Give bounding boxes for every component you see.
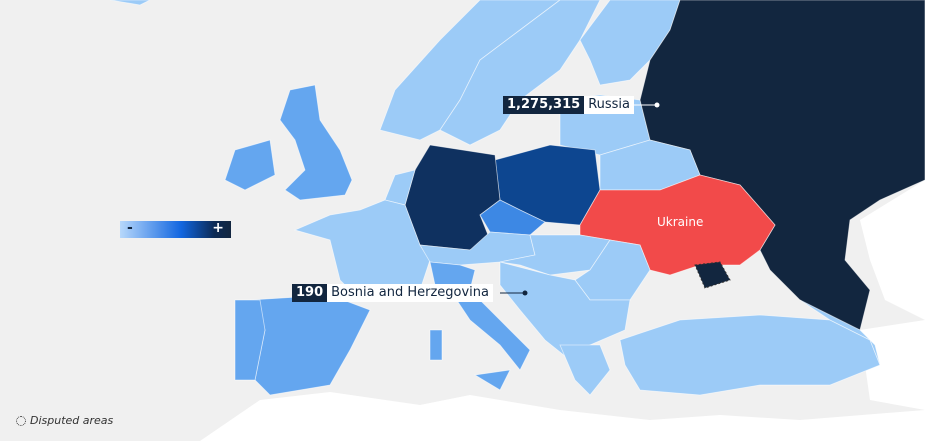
island-sicily [473, 369, 511, 391]
disputed-areas-note: Disputed areas [16, 414, 113, 427]
callout-bosnia[interactable]: 190 Bosnia and Herzegovina [292, 284, 493, 302]
country-russia [639, 0, 925, 331]
country-iceland-area [109, 0, 151, 6]
legend-min: - [127, 220, 133, 236]
island-sardinia [429, 329, 443, 361]
disputed-label: Disputed areas [30, 414, 114, 427]
callout-country: Russia [584, 96, 635, 114]
country-ireland [224, 139, 276, 191]
disputed-crimea [694, 261, 731, 289]
country-spain [249, 294, 371, 396]
callout-value: 190 [292, 284, 328, 302]
country-united-kingdom [279, 84, 353, 201]
legend-max: + [212, 220, 224, 236]
color-scale-legend: - + [120, 220, 231, 238]
country-sweden [439, 0, 601, 146]
ukraine-label: Ukraine [657, 215, 704, 229]
country-germany [404, 144, 501, 251]
middle-east-land [860, 320, 925, 410]
callout-country: Bosnia and Herzegovina [327, 284, 493, 302]
country-balkans [499, 261, 631, 361]
country-portugal [234, 299, 266, 381]
dotted-circle-icon [16, 415, 26, 426]
north-africa [200, 392, 925, 441]
country-georgia-armenia [799, 299, 881, 366]
region-caucasus-no-data [860, 180, 925, 320]
country-greece [559, 344, 611, 396]
callout-value: 1,275,315 [503, 96, 585, 114]
country-turkey [619, 314, 881, 396]
callout-russia[interactable]: 1,275,315 Russia [503, 96, 635, 114]
bih-leader-dot [522, 290, 528, 296]
russia-leader-dot [654, 102, 660, 108]
